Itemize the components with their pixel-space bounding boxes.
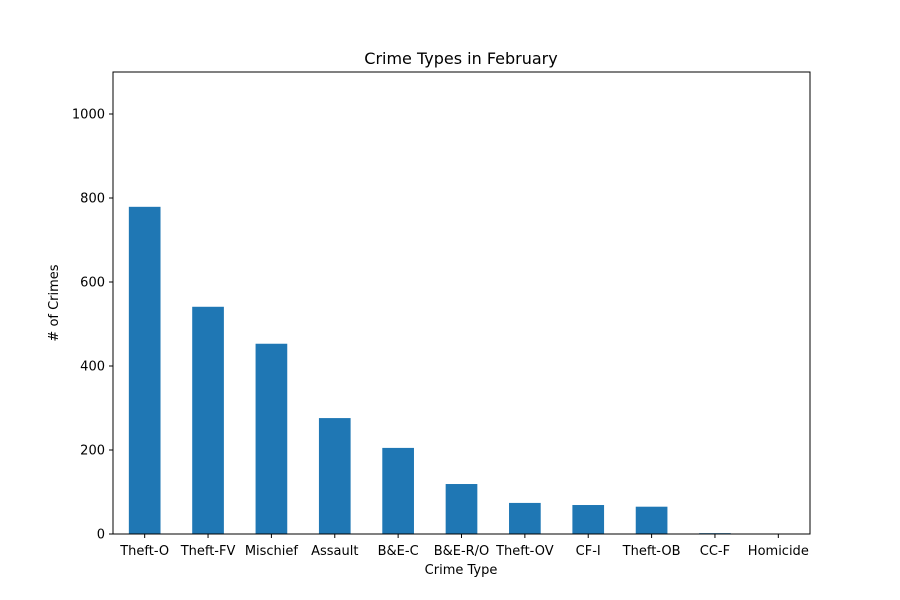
bar-8 — [635, 506, 668, 534]
x-axis-title: Crime Type — [425, 563, 498, 578]
y-tick-label: 0 — [97, 528, 105, 543]
x-tick-label: Homicide — [748, 544, 809, 559]
x-tick-label: Assault — [311, 544, 358, 559]
x-tick-label: CC-F — [700, 544, 730, 559]
y-axis-title: # of Crimes — [47, 264, 62, 341]
y-tick-label: 400 — [80, 360, 105, 375]
bars-group — [128, 206, 795, 534]
bar-1 — [192, 306, 224, 534]
bar-0 — [128, 206, 161, 534]
x-tick-label: Theft-OB — [622, 544, 681, 559]
x-tick-label: B&E-C — [378, 544, 419, 559]
y-axis: 0 200 400 600 800 1000 — [72, 108, 113, 543]
x-tick-label: Theft-FV — [180, 544, 236, 559]
bar-2 — [255, 343, 288, 534]
x-tick-label: Theft-O — [119, 544, 169, 559]
chart-title: Crime Types in February — [364, 49, 557, 68]
x-tick-label: Mischief — [245, 544, 299, 559]
y-tick-label: 200 — [80, 444, 105, 459]
y-tick-label: 800 — [80, 192, 105, 207]
bar-6 — [509, 502, 541, 534]
x-tick-label: B&E-R/O — [434, 544, 490, 559]
plot-frame — [112, 71, 811, 535]
x-axis: Theft-O Theft-FV Mischief Assault B&E-C B&E-R… — [119, 534, 809, 559]
y-tick-label: 600 — [80, 276, 105, 291]
bar-5 — [445, 484, 478, 534]
x-tick-label: Theft-OV — [495, 544, 554, 559]
y-tick-label: 1000 — [72, 108, 105, 123]
bar-3 — [318, 418, 351, 534]
bar-4 — [382, 447, 414, 534]
x-tick-label: CF-I — [576, 544, 601, 559]
bar-7 — [572, 505, 605, 534]
